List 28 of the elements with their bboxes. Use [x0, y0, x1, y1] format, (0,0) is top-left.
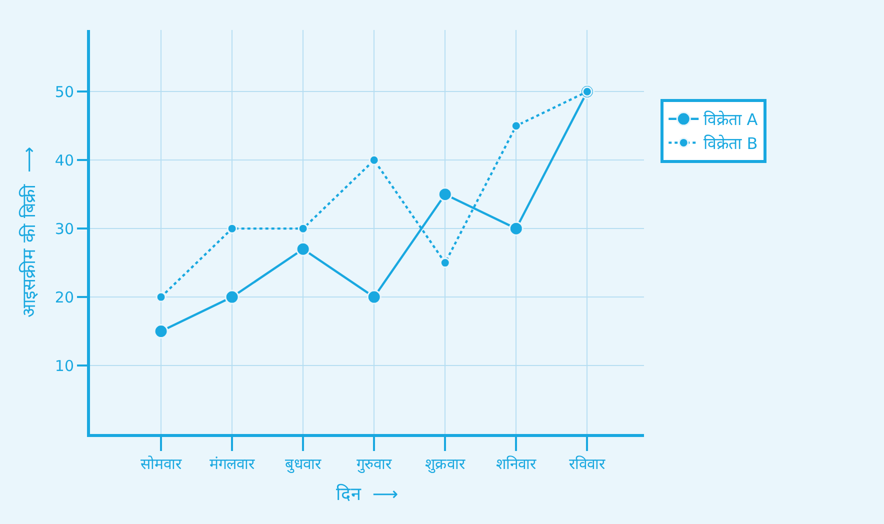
point [510, 120, 522, 132]
point [154, 324, 168, 339]
x-tick-label: मंगलवार [210, 455, 256, 473]
x-tick-label: सोमवार [140, 455, 183, 473]
y-tick-label: 40 [54, 151, 74, 170]
y-tick-label: 10 [54, 356, 74, 375]
point [440, 258, 450, 268]
x-axis-title: दिन ⟶ [336, 483, 398, 506]
legend-label: विक्रेता A [704, 110, 758, 130]
x-tick-label: रविवार [569, 455, 606, 473]
point [156, 292, 166, 302]
point [298, 223, 308, 234]
point [368, 154, 380, 166]
x-tick-label: बुधवार [285, 455, 322, 474]
point [366, 290, 382, 304]
x-tick-label: गुरुवार [356, 455, 393, 474]
y-axis-title: आइसक्रीम की बिक्री ⟶ [18, 146, 40, 318]
point [226, 223, 238, 234]
point [224, 290, 240, 304]
x-tick-label: शुक्रवार [425, 455, 466, 474]
legend-label: विक्रेता B [704, 134, 758, 153]
y-tick-label: 50 [54, 82, 74, 101]
point [438, 187, 452, 202]
x-tick-label: शनिवार [496, 455, 538, 473]
point [296, 242, 310, 256]
point [508, 221, 524, 236]
y-tick-label: 20 [54, 288, 74, 306]
y-tick-label: 30 [54, 220, 74, 238]
